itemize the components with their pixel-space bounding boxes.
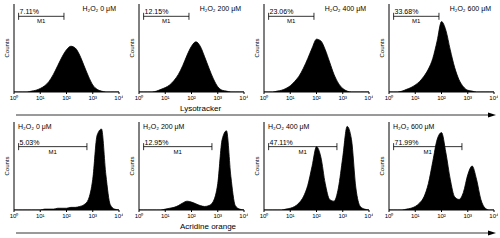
svg-text:10⁰: 10⁰ xyxy=(10,94,19,101)
svg-text:10⁰: 10⁰ xyxy=(10,212,19,219)
svg-text:10³: 10³ xyxy=(213,95,222,101)
svg-text:Counts: Counts xyxy=(129,38,135,57)
html-text:H₂O₂ 200 μM: H₂O₂ 200 μM xyxy=(199,5,241,12)
svg-text:M1: M1 xyxy=(162,18,171,24)
svg-text:Counts: Counts xyxy=(254,38,260,57)
svg-text:10⁴: 10⁴ xyxy=(114,95,123,101)
svg-text:10³: 10³ xyxy=(338,213,347,219)
svg-text:10²: 10² xyxy=(62,95,71,101)
svg-text:33.68%: 33.68% xyxy=(395,8,419,15)
svg-text:10¹: 10¹ xyxy=(161,213,170,219)
svg-text:10⁰: 10⁰ xyxy=(260,94,269,101)
svg-text:M1: M1 xyxy=(174,149,183,155)
svg-text:10²: 10² xyxy=(187,213,196,219)
html-text:H₂O₂ 0 μM: H₂O₂ 0 μM xyxy=(82,5,116,12)
svg-text:10³: 10³ xyxy=(213,213,222,219)
svg-text:10³: 10³ xyxy=(88,95,97,101)
html-text:H₂O₂ 400 μM: H₂O₂ 400 μM xyxy=(268,123,310,130)
svg-text:10⁰: 10⁰ xyxy=(260,212,269,219)
svg-text:10¹: 10¹ xyxy=(161,95,170,101)
svg-text:10⁴: 10⁴ xyxy=(489,213,492,219)
svg-text:10⁴: 10⁴ xyxy=(114,213,123,219)
svg-text:10⁰: 10⁰ xyxy=(385,94,394,101)
svg-text:10³: 10³ xyxy=(463,213,472,219)
svg-text:10⁰: 10⁰ xyxy=(135,94,144,101)
svg-text:10⁴: 10⁴ xyxy=(364,95,373,101)
svg-text:10¹: 10¹ xyxy=(411,95,420,101)
svg-text:Counts: Counts xyxy=(379,38,385,57)
svg-text:71.99%: 71.99% xyxy=(395,139,419,146)
svg-text:10⁰: 10⁰ xyxy=(385,212,394,219)
svg-text:12.95%: 12.95% xyxy=(145,139,169,146)
svg-text:10²: 10² xyxy=(187,95,196,101)
svg-text:10¹: 10¹ xyxy=(36,213,45,219)
svg-text:10³: 10³ xyxy=(338,95,347,101)
svg-text:Counts: Counts xyxy=(8,38,10,57)
html-text:H₂O₂ 600 μM: H₂O₂ 600 μM xyxy=(449,5,491,12)
svg-text:M1: M1 xyxy=(412,18,421,24)
svg-text:M1: M1 xyxy=(37,18,46,24)
html-text:Acridine orange: Acridine orange xyxy=(180,222,236,231)
svg-text:7.11%: 7.11% xyxy=(20,8,39,15)
html-text:H₂O₂ 0 μM: H₂O₂ 0 μM xyxy=(18,123,52,130)
svg-text:Counts: Counts xyxy=(254,156,260,175)
svg-text:10²: 10² xyxy=(312,95,321,101)
svg-text:10³: 10³ xyxy=(463,95,472,101)
svg-text:10²: 10² xyxy=(437,95,446,101)
svg-text:12.15%: 12.15% xyxy=(145,8,169,15)
svg-text:10¹: 10¹ xyxy=(36,95,45,101)
svg-text:M1: M1 xyxy=(287,18,296,24)
svg-text:10³: 10³ xyxy=(88,213,97,219)
svg-text:10⁴: 10⁴ xyxy=(239,95,248,101)
html-text:H₂O₂ 200 μM: H₂O₂ 200 μM xyxy=(143,123,185,130)
html-text:H₂O₂ 600 μM: H₂O₂ 600 μM xyxy=(393,123,435,130)
html-text:H₂O₂ 400 μM: H₂O₂ 400 μM xyxy=(324,5,366,12)
svg-text:10²: 10² xyxy=(312,213,321,219)
html-text:Lysotracker: Lysotracker xyxy=(180,104,222,113)
svg-text:Counts: Counts xyxy=(379,156,385,175)
svg-text:Counts: Counts xyxy=(8,156,10,175)
svg-text:47.11%: 47.11% xyxy=(270,139,293,146)
svg-text:Counts: Counts xyxy=(129,156,135,175)
svg-text:23.06%: 23.06% xyxy=(270,8,294,15)
svg-text:10¹: 10¹ xyxy=(411,213,420,219)
svg-text:10²: 10² xyxy=(437,213,446,219)
svg-text:M1: M1 xyxy=(424,149,433,155)
svg-text:10⁴: 10⁴ xyxy=(364,213,373,219)
svg-text:M1: M1 xyxy=(49,149,58,155)
svg-text:10⁰: 10⁰ xyxy=(135,212,144,219)
svg-text:10¹: 10¹ xyxy=(286,213,295,219)
svg-text:5.03%: 5.03% xyxy=(20,139,40,146)
svg-text:10⁴: 10⁴ xyxy=(239,213,248,219)
svg-text:M1: M1 xyxy=(299,149,308,155)
svg-text:10²: 10² xyxy=(62,213,71,219)
svg-text:10¹: 10¹ xyxy=(286,95,295,101)
svg-text:10⁴: 10⁴ xyxy=(489,95,492,101)
